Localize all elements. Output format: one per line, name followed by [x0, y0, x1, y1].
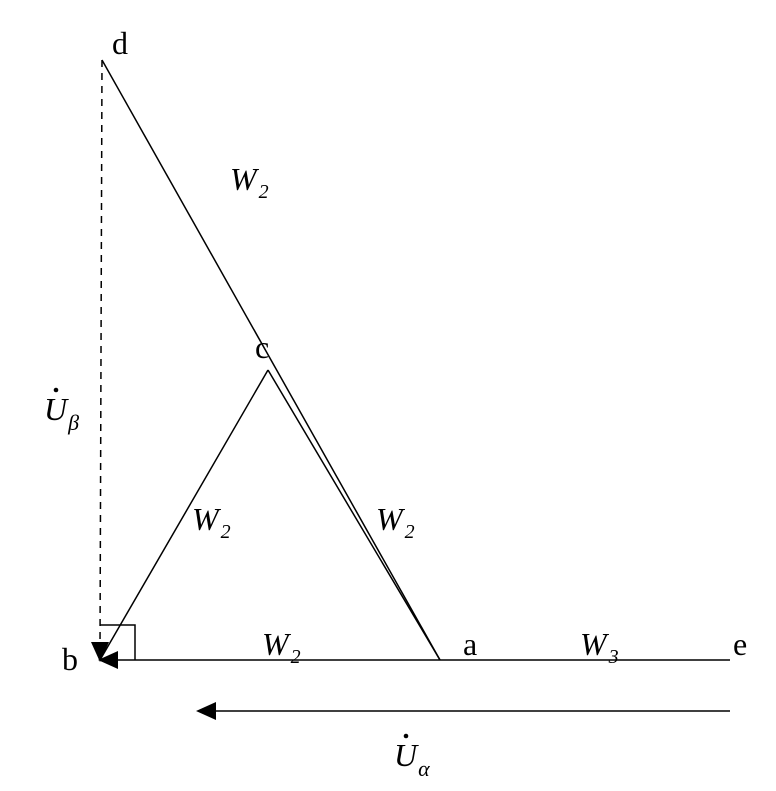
- label-b: b: [62, 641, 78, 677]
- line-d-b-dashed: [100, 60, 102, 648]
- label-W2-bc: W2: [192, 501, 231, 543]
- arrowhead-ualpha: [196, 702, 216, 720]
- label-W3-ae: W3: [580, 626, 619, 668]
- svg-text:Uα: Uα: [394, 737, 430, 781]
- phasor-diagram: d c b a e W2 W2 W2 W2 W3 Uβ Uα: [0, 0, 776, 791]
- label-a: a: [463, 626, 477, 662]
- label-c: c: [255, 329, 269, 365]
- label-W2-ca: W2: [376, 501, 415, 543]
- label-e: e: [733, 626, 747, 662]
- label-W2-dc: W2: [230, 161, 269, 203]
- line-c-a: [268, 370, 440, 660]
- line-b-c: [100, 370, 268, 660]
- svg-text:Uβ: Uβ: [44, 391, 79, 435]
- label-Ubeta: Uβ: [44, 388, 79, 435]
- label-Ualpha: Uα: [394, 734, 430, 781]
- label-d: d: [112, 25, 128, 61]
- label-W2-ab: W2: [262, 626, 301, 668]
